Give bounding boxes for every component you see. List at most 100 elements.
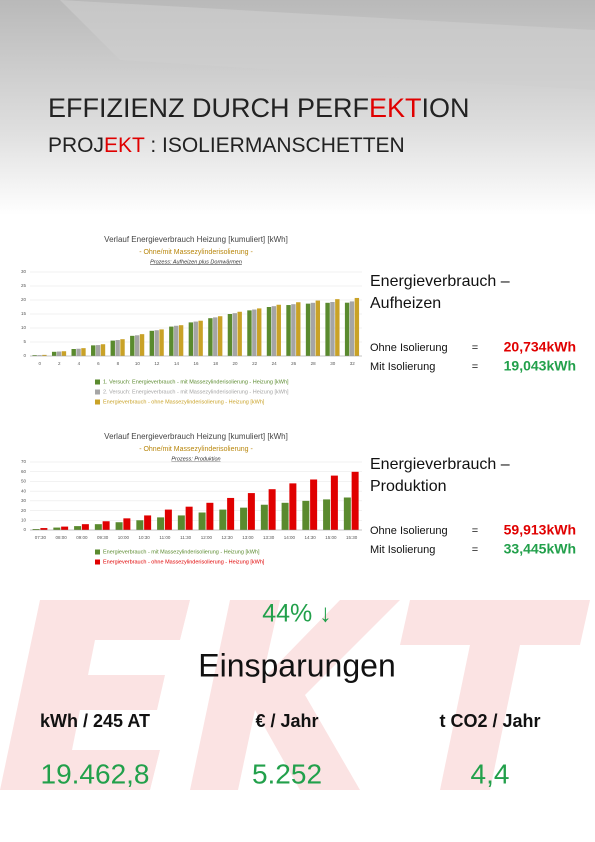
y-tick-label: 0	[23, 527, 26, 532]
bar	[281, 502, 289, 530]
x-tick-label: 12:30	[221, 535, 233, 540]
row-equals: =	[472, 361, 478, 373]
legend-swatch	[95, 559, 100, 565]
bar	[91, 345, 96, 356]
bar	[115, 522, 123, 530]
bar	[217, 316, 223, 356]
bar	[208, 318, 213, 356]
bar	[198, 512, 206, 530]
bar	[354, 297, 360, 356]
row-equals: =	[472, 342, 478, 354]
legend-label: Energieverbrauch - mit Massezylinderisol…	[103, 549, 260, 555]
chart-title: Verlauf Energieverbrauch Heizung [kumuli…	[104, 432, 288, 441]
bar	[213, 317, 218, 356]
bar	[237, 311, 242, 356]
bar	[247, 310, 252, 356]
row-value: 59,913kWh	[504, 522, 576, 538]
bar	[330, 475, 338, 530]
bar	[76, 348, 81, 356]
bar	[266, 307, 272, 356]
x-tick-label: 8	[117, 361, 120, 366]
x-tick-label: 2	[58, 361, 61, 366]
legend-swatch	[95, 389, 100, 395]
x-tick-label: 6	[97, 361, 100, 366]
bar	[252, 309, 257, 356]
x-tick-label: 13:30	[263, 535, 275, 540]
x-tick-label: 30	[330, 361, 336, 366]
charts: Verlauf Energieverbrauch Heizung [kumuli…	[21, 235, 362, 565]
bar	[32, 355, 37, 356]
bar	[157, 517, 165, 530]
header-shape	[60, 0, 595, 90]
bar	[315, 300, 321, 356]
bar	[351, 471, 359, 530]
bar	[177, 515, 185, 530]
bar	[110, 340, 115, 356]
bar	[51, 351, 57, 356]
bar	[144, 515, 152, 530]
bar	[325, 302, 330, 356]
x-tick-label: 0	[39, 361, 42, 366]
legend-swatch	[95, 379, 100, 385]
x-tick-label: 28	[311, 361, 317, 366]
bar	[149, 330, 155, 356]
savings-label: kWh / 245 AT	[40, 711, 150, 731]
bar	[271, 306, 277, 356]
chart-title: Verlauf Energieverbrauch Heizung [kumuli…	[104, 235, 288, 244]
bar	[74, 526, 82, 530]
chart-note: Prozess: Produktion	[171, 456, 220, 462]
savings-percent: 44% ↓	[262, 600, 331, 628]
bar	[291, 304, 296, 356]
bar	[164, 509, 172, 530]
bar	[323, 499, 331, 530]
bar	[343, 497, 351, 530]
y-tick-label: 20	[21, 508, 27, 513]
savings-columns: kWh / 245 AT 19.462,8 € / Jahr 5.252 t CO2 /…	[40, 711, 541, 790]
bar	[71, 349, 76, 356]
y-tick-label: 25	[21, 283, 27, 288]
bar	[159, 329, 164, 356]
bar	[120, 339, 125, 356]
x-tick-label: 10:00	[118, 535, 130, 540]
bar	[102, 521, 110, 530]
x-tick-label: 13:00	[242, 535, 254, 540]
bar	[227, 314, 233, 356]
x-tick-label: 10	[135, 361, 141, 366]
bar	[206, 502, 214, 530]
x-tick-label: 14:30	[304, 535, 316, 540]
x-tick-label: 08:00	[55, 535, 67, 540]
savings-title: Einsparungen	[198, 647, 395, 683]
row-label: Ohne Isolierung	[370, 342, 448, 354]
row-equals: =	[472, 525, 478, 537]
x-tick-label: 14:00	[284, 535, 296, 540]
x-tick-label: 12:00	[201, 535, 213, 540]
bar	[95, 345, 101, 356]
x-tick-label: 11:30	[180, 535, 191, 540]
legend-label: 2. Versuch: Energieverbrauch - mit Masse…	[103, 389, 289, 395]
y-tick-label: 60	[21, 469, 27, 474]
y-tick-label: 20	[21, 297, 27, 302]
bar	[40, 528, 48, 530]
y-tick-label: 0	[23, 353, 26, 358]
chart-subtitle: - Ohne/mit Massezylinderisolierung -	[139, 249, 253, 256]
bar	[349, 301, 355, 356]
legend-swatch	[95, 399, 100, 405]
x-tick-label: 09:00	[76, 535, 88, 540]
bar	[188, 322, 194, 356]
savings-value: 19.462,8	[41, 758, 150, 789]
x-tick-label: 09:30	[97, 535, 109, 540]
row-label: Ohne Isolierung	[370, 525, 448, 537]
bar	[81, 348, 86, 356]
savings-label: € / Jahr	[255, 711, 318, 731]
row-value: 20,734kWh	[504, 339, 576, 355]
x-tick-label: 15:30	[346, 535, 358, 540]
bar	[61, 351, 67, 356]
background-logo	[0, 600, 590, 790]
bar	[115, 340, 120, 356]
bar	[37, 355, 42, 356]
bar	[94, 524, 102, 530]
bar	[185, 506, 193, 530]
x-tick-label: 32	[350, 361, 356, 366]
x-tick-label: 07:30	[35, 535, 47, 540]
bar	[134, 335, 140, 356]
